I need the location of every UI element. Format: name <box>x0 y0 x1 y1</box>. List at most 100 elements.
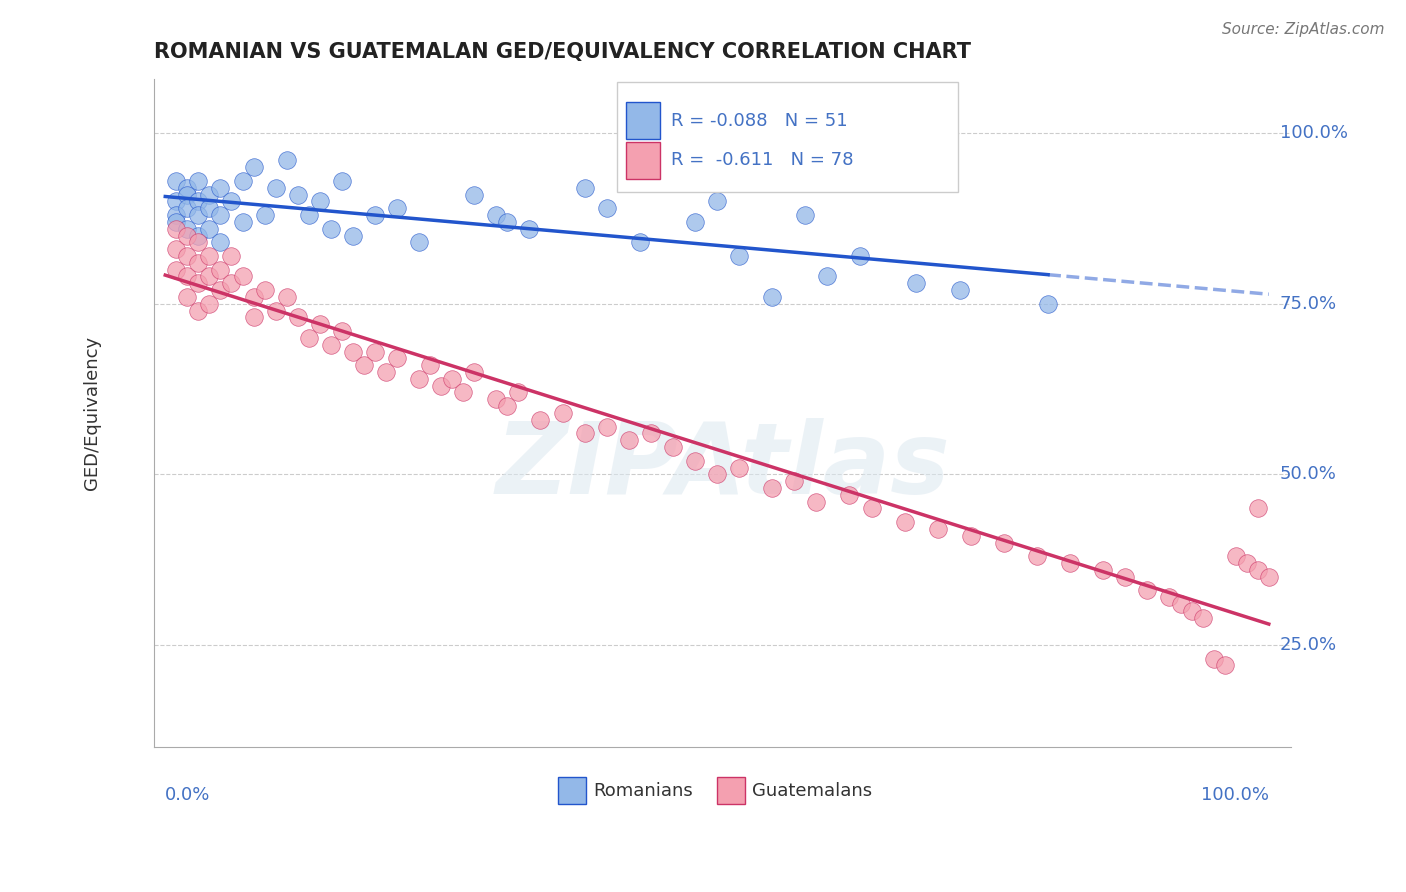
Point <box>1202 651 1225 665</box>
Point <box>617 434 640 448</box>
Point <box>574 180 596 194</box>
Point <box>187 228 209 243</box>
Text: 100.0%: 100.0% <box>1201 786 1268 805</box>
Point <box>308 194 330 209</box>
Point <box>176 249 198 263</box>
Point <box>231 269 253 284</box>
Point <box>209 283 232 297</box>
Point <box>176 269 198 284</box>
Point <box>1247 501 1270 516</box>
Point <box>794 208 817 222</box>
FancyBboxPatch shape <box>626 142 659 179</box>
Point <box>187 256 209 270</box>
Point <box>198 269 221 284</box>
Point <box>264 180 287 194</box>
Point <box>198 221 221 235</box>
Point <box>496 399 519 413</box>
Point <box>165 221 187 235</box>
Point <box>893 515 915 529</box>
Point <box>187 194 209 209</box>
Point <box>298 208 321 222</box>
Point <box>595 419 617 434</box>
Point <box>640 426 662 441</box>
Point <box>187 303 209 318</box>
Point <box>408 372 430 386</box>
Text: ROMANIAN VS GUATEMALAN GED/EQUIVALENCY CORRELATION CHART: ROMANIAN VS GUATEMALAN GED/EQUIVALENCY C… <box>155 42 972 62</box>
Point <box>176 201 198 215</box>
Point <box>231 174 253 188</box>
Text: GED/Equivalency: GED/Equivalency <box>83 336 101 490</box>
Point <box>485 208 508 222</box>
Text: Guatemalans: Guatemalans <box>752 781 872 800</box>
Point <box>209 208 232 222</box>
Point <box>253 283 276 297</box>
Point <box>408 235 430 250</box>
Point <box>187 174 209 188</box>
Point <box>683 215 706 229</box>
Text: R = -0.088   N = 51: R = -0.088 N = 51 <box>672 112 848 129</box>
Point <box>1236 556 1258 570</box>
Point <box>1092 563 1115 577</box>
Point <box>1225 549 1247 564</box>
FancyBboxPatch shape <box>626 102 659 139</box>
Point <box>253 208 276 222</box>
Point <box>783 474 806 488</box>
Point <box>595 201 617 215</box>
Point <box>364 208 387 222</box>
Point <box>441 372 464 386</box>
Point <box>385 201 408 215</box>
Point <box>806 494 828 508</box>
Text: Source: ZipAtlas.com: Source: ZipAtlas.com <box>1222 22 1385 37</box>
Point <box>242 310 264 325</box>
Point <box>463 365 485 379</box>
Text: R =  -0.611   N = 78: R = -0.611 N = 78 <box>672 151 853 169</box>
Point <box>927 522 949 536</box>
Point <box>264 303 287 318</box>
Point <box>860 501 883 516</box>
Point <box>728 249 751 263</box>
Text: ZIPAtlas: ZIPAtlas <box>495 418 950 515</box>
Point <box>485 392 508 407</box>
Point <box>221 194 243 209</box>
Point <box>298 331 321 345</box>
Point <box>187 277 209 291</box>
Point <box>319 337 342 351</box>
Point <box>761 290 783 304</box>
Point <box>276 290 298 304</box>
Point <box>165 242 187 256</box>
Point <box>330 324 353 338</box>
FancyBboxPatch shape <box>717 777 745 804</box>
Point <box>451 385 474 400</box>
Point <box>165 215 187 229</box>
Point <box>319 221 342 235</box>
Point <box>529 413 551 427</box>
Point <box>1026 549 1049 564</box>
Point <box>628 235 651 250</box>
Point <box>496 215 519 229</box>
Point <box>375 365 398 379</box>
Point <box>176 221 198 235</box>
Point <box>330 174 353 188</box>
Point <box>1191 610 1213 624</box>
Point <box>342 344 364 359</box>
Point <box>176 180 198 194</box>
Point <box>683 453 706 467</box>
Text: 25.0%: 25.0% <box>1279 636 1337 654</box>
Point <box>419 358 441 372</box>
Point <box>165 262 187 277</box>
Point <box>993 535 1015 549</box>
Point <box>353 358 375 372</box>
Point <box>1159 590 1181 604</box>
Point <box>904 277 927 291</box>
Point <box>176 187 198 202</box>
Point <box>1136 583 1159 598</box>
Point <box>287 310 309 325</box>
Point <box>1114 570 1136 584</box>
Point <box>231 215 253 229</box>
Point <box>849 249 872 263</box>
Point <box>221 277 243 291</box>
Point <box>1213 658 1236 673</box>
Text: 75.0%: 75.0% <box>1279 294 1337 313</box>
Point <box>287 187 309 202</box>
Point <box>1036 297 1059 311</box>
